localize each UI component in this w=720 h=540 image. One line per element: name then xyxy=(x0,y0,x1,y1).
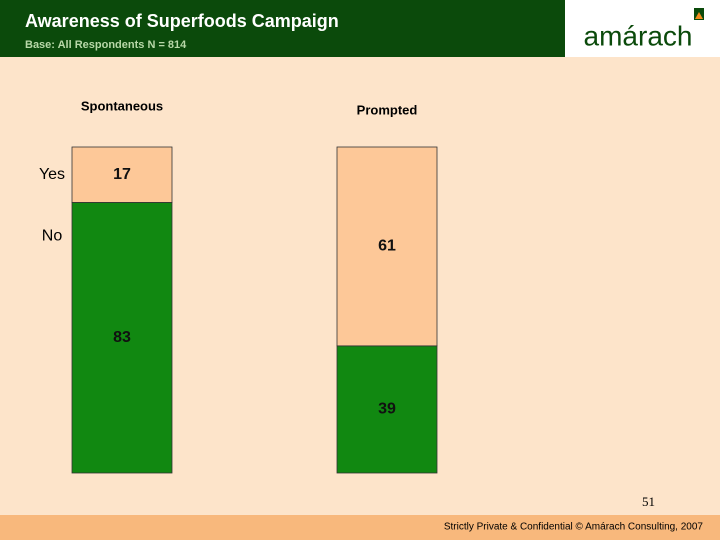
value-label: 83 xyxy=(113,329,131,346)
bar-segment xyxy=(336,146,438,347)
footer-text: Strictly Private & Confidential © Amárac… xyxy=(444,522,704,533)
subtitle: Base: All Respondents N = 814 xyxy=(25,39,187,51)
page-number: 51 xyxy=(642,494,655,509)
bar-segment xyxy=(336,345,438,474)
category-label: Spontaneous xyxy=(81,98,163,113)
legend-label: Yes xyxy=(39,166,65,183)
logo-icon-mark xyxy=(695,12,703,19)
title: Awareness of Superfoods Campaign xyxy=(25,11,339,31)
logo: amárach xyxy=(584,20,693,51)
value-label: 61 xyxy=(378,238,396,255)
value-label: 17 xyxy=(113,166,131,183)
bar-segment xyxy=(71,202,173,474)
legend-label: No xyxy=(42,228,63,245)
value-label: 39 xyxy=(378,401,396,418)
category-label: Prompted xyxy=(357,102,418,117)
footer-band xyxy=(0,515,720,540)
bar-segment xyxy=(71,146,173,203)
